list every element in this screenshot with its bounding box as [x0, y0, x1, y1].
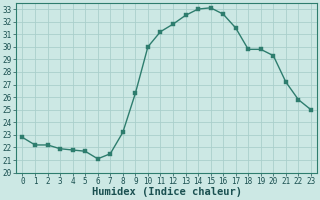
X-axis label: Humidex (Indice chaleur): Humidex (Indice chaleur)	[92, 187, 242, 197]
